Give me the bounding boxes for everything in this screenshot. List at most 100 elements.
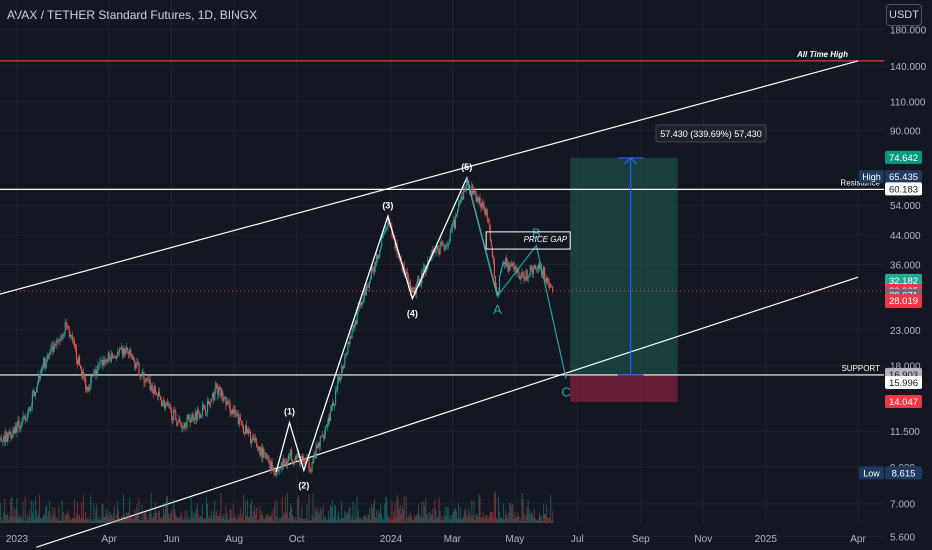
volume-bar	[130, 516, 132, 523]
candle-body	[80, 365, 82, 369]
volume-bar	[544, 513, 546, 523]
volume-bar	[70, 519, 72, 523]
candle-body	[238, 417, 240, 425]
volume-bar	[240, 517, 242, 523]
volume-bar	[113, 505, 115, 523]
volume-bar	[307, 520, 309, 523]
volume-bar	[153, 512, 155, 523]
volume-bar	[272, 519, 274, 523]
volume-bar	[100, 519, 102, 523]
volume-bar	[155, 513, 157, 523]
volume-bar	[472, 515, 474, 523]
candle-body	[352, 325, 354, 333]
candle-body	[225, 396, 227, 406]
volume-bar	[78, 514, 80, 523]
currency-button[interactable]: USDT	[886, 4, 922, 26]
candle-body	[25, 419, 27, 421]
volume-bar	[430, 513, 432, 523]
volume-bar	[543, 504, 545, 523]
volume-bar	[110, 514, 112, 523]
volume-bar	[529, 514, 531, 523]
volume-bar	[378, 510, 380, 523]
y-tick-label: 5.600	[890, 532, 915, 543]
candle-body	[221, 392, 223, 397]
candle-body	[487, 218, 489, 223]
candle-body	[523, 273, 525, 280]
candle-body	[547, 277, 549, 283]
price-badge-tag-label: High	[862, 172, 881, 182]
price-badge	[885, 394, 922, 408]
volume-bar	[499, 518, 501, 523]
volume-bar	[242, 494, 244, 523]
volume-bar	[101, 503, 103, 523]
volume-bar	[434, 499, 436, 523]
candle-body	[103, 359, 105, 365]
volume-bar	[506, 514, 508, 523]
candle-body	[413, 287, 416, 293]
volume-bar	[165, 501, 167, 523]
candle-body	[320, 435, 322, 437]
volume-bar	[74, 518, 76, 523]
volume-bar	[501, 517, 503, 523]
volume-bar	[328, 518, 330, 523]
volume-bar	[277, 520, 279, 523]
volume-bar	[262, 515, 264, 523]
y-tick-label: 110.000	[890, 97, 926, 108]
candle-body	[39, 374, 41, 379]
volume-bar	[341, 501, 343, 523]
volume-bar	[123, 494, 125, 523]
volume-bar	[3, 512, 5, 523]
candle-body	[107, 353, 109, 362]
candle-body	[544, 267, 546, 280]
candle-body	[433, 252, 435, 253]
volume-bar	[105, 509, 107, 523]
candle-body	[406, 272, 408, 277]
candle-body	[106, 359, 108, 362]
candle-body	[159, 395, 162, 400]
candle-body	[16, 422, 18, 433]
candle-body	[15, 426, 17, 433]
candle-body	[144, 382, 146, 384]
candle-body	[67, 325, 69, 329]
volume-bar	[252, 515, 254, 523]
candle-body	[216, 383, 218, 388]
volume-bar	[236, 518, 238, 523]
volume-bar	[377, 517, 379, 523]
candle-body	[354, 320, 356, 328]
volume-bar	[61, 500, 63, 523]
price-badge	[885, 294, 922, 308]
volume-bar	[447, 507, 449, 523]
volume-bar	[189, 519, 191, 523]
volume-bar	[539, 516, 541, 523]
candle-body	[513, 265, 515, 269]
volume-bar	[402, 509, 404, 523]
volume-bar	[102, 503, 104, 523]
volume-bar	[258, 519, 260, 523]
volume-bar	[152, 517, 154, 523]
candle-body	[125, 349, 127, 354]
candle-body	[450, 228, 452, 231]
candle-body	[536, 268, 538, 270]
candle-body	[371, 267, 374, 270]
candle-body	[229, 403, 231, 413]
volume-bar	[371, 507, 373, 523]
candle-body	[7, 433, 9, 442]
volume-bar	[504, 519, 506, 523]
candle-body	[222, 392, 224, 401]
candle-body	[224, 396, 226, 399]
candle-body	[299, 457, 301, 465]
y-tick-label: 7.000	[890, 500, 915, 511]
candle-body	[524, 279, 526, 281]
candle-body	[184, 423, 186, 428]
candle-body	[56, 340, 58, 345]
volume-bar	[267, 512, 269, 523]
volume-bar	[208, 517, 210, 523]
volume-bar	[209, 515, 211, 523]
volume-bar	[119, 519, 121, 523]
candle-body	[304, 461, 306, 464]
volume-bar	[114, 520, 116, 523]
candle-body	[158, 391, 160, 396]
volume-bar	[157, 510, 159, 523]
